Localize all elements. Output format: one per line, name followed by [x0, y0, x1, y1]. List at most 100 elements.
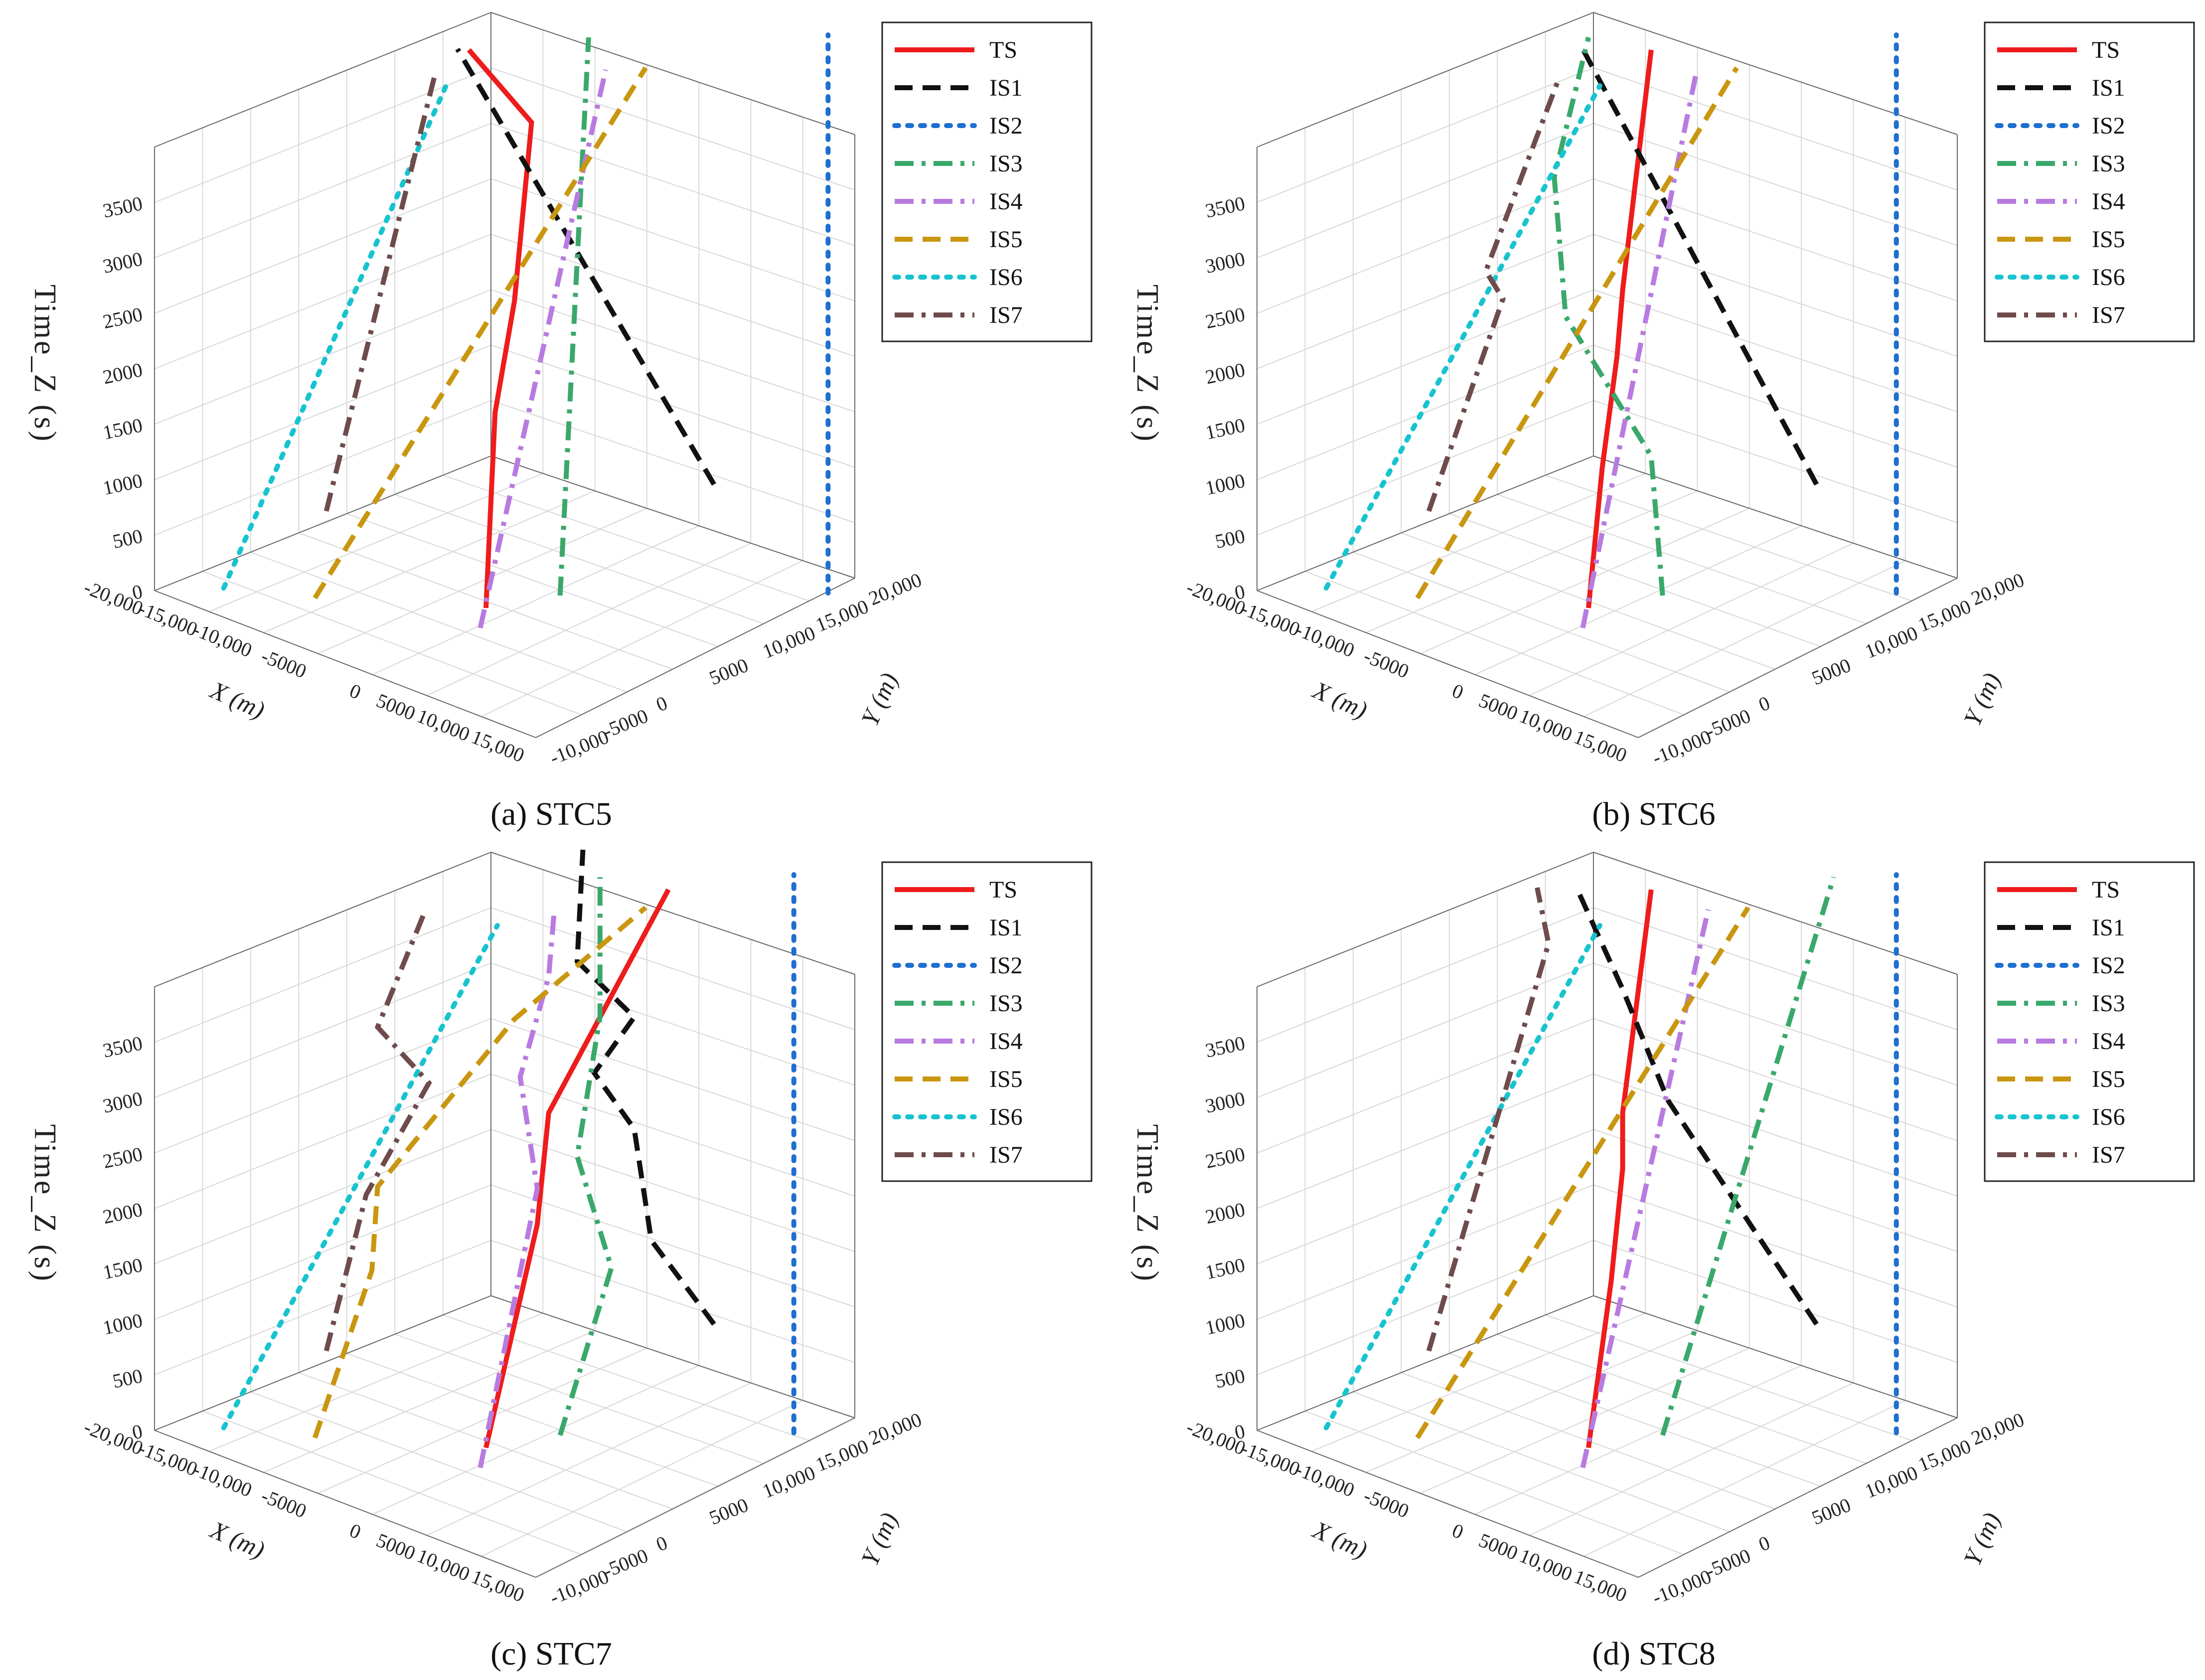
- y-tick-label: 0: [1755, 1531, 1773, 1555]
- x-axis-label: X (m): [205, 1515, 269, 1564]
- y-tick-label: -5000: [1702, 704, 1753, 743]
- z-tick-label: 3500: [1203, 192, 1247, 222]
- z-tick-label: 1500: [101, 1253, 145, 1284]
- chart-panel-a: 0500100015002000250030003500-20,000-15,0…: [28, 12, 1093, 832]
- grid-line: [1474, 1365, 1802, 1515]
- y-tick-label: 20,000: [866, 568, 925, 610]
- grid-line: [1593, 962, 1958, 1086]
- x-tick-label: -5000: [258, 1484, 310, 1523]
- z-tick-label: 2000: [1203, 358, 1247, 389]
- grid-line: [202, 1410, 582, 1555]
- x-tick-label: 10,000: [1516, 1544, 1575, 1585]
- y-tick-label: -5000: [600, 1544, 651, 1582]
- x-tick-label: 15,000: [469, 1565, 528, 1606]
- y-tick-label: 20,000: [1968, 568, 2028, 610]
- grid: [154, 12, 855, 738]
- y-axis-label: Y (m): [1958, 669, 2006, 730]
- legend: TS IS1 IS2 IS3 IS4 IS5 IS6 IS7: [881, 21, 1093, 342]
- grid-line: [1593, 234, 1958, 357]
- x-tick-label: -5000: [1361, 1484, 1412, 1523]
- panel-caption: (b) STC6: [1592, 796, 1716, 832]
- grid-line: [1257, 1184, 1594, 1320]
- grid-line: [154, 907, 491, 1043]
- axis-edge: [1257, 1295, 1594, 1431]
- grid-line: [1529, 1382, 1854, 1536]
- y-tick-label: -5000: [600, 704, 651, 743]
- axis-edge: [490, 852, 855, 975]
- x-tick-label: 0: [346, 1519, 364, 1543]
- legend: TS IS1 IS2 IS3 IS4 IS5 IS6 IS7: [1984, 21, 2195, 342]
- z-tick-label: 1000: [101, 1309, 145, 1339]
- y-tick-label: 15,000: [1915, 595, 1974, 636]
- grid-line: [1593, 907, 1958, 1031]
- series-line-is6: [1323, 83, 1602, 591]
- grid-line: [154, 1073, 491, 1209]
- z-tick-label: 2500: [1203, 1143, 1247, 1173]
- y-tick-label: 5000: [706, 654, 752, 690]
- z-tick-label: 2000: [101, 1198, 145, 1228]
- axis-edge: [1593, 456, 1958, 579]
- grid-line: [1449, 1353, 1821, 1487]
- grid-line: [154, 1018, 491, 1154]
- x-tick-label: -15,000: [1238, 597, 1303, 641]
- series-line-is1: [574, 849, 716, 1326]
- y-tick-label: 0: [653, 1531, 670, 1555]
- grid-line: [1593, 1129, 1958, 1252]
- y-axis-label: Y (m): [856, 669, 904, 730]
- axis-edge: [154, 456, 491, 591]
- grid-line: [154, 67, 491, 203]
- series-lines: [221, 849, 796, 1469]
- grid-line: [490, 67, 855, 191]
- legend-label-is2: IS2: [989, 952, 1023, 979]
- x-tick-label: -10,000: [190, 618, 255, 662]
- series-line-is6: [1323, 923, 1602, 1430]
- z-tick-label: 1500: [1203, 1253, 1247, 1284]
- grid-line: [490, 1129, 855, 1252]
- series-line-is5: [1415, 66, 1739, 600]
- grid-line: [1257, 67, 1594, 203]
- y-tick-label: 0: [1755, 691, 1773, 716]
- x-tick-label: 10,000: [1516, 704, 1575, 746]
- legend: TS IS1 IS2 IS3 IS4 IS5 IS6 IS7: [881, 861, 1093, 1182]
- grid-line: [1257, 962, 1594, 1098]
- grid-line: [154, 289, 491, 425]
- grid-line: [490, 400, 855, 523]
- legend-box: [1984, 861, 2195, 1182]
- axis-edge: [490, 1295, 855, 1418]
- x-tick-label: 15,000: [1571, 1565, 1630, 1606]
- z-axis-label: Time_Z (s): [1130, 285, 1164, 443]
- z-tick-label: 3000: [101, 247, 145, 278]
- grid-line: [1593, 1239, 1958, 1363]
- legend-label-is6: IS6: [989, 1104, 1023, 1130]
- series-line-is7: [323, 915, 432, 1352]
- x-tick-label: 0: [346, 679, 364, 704]
- grid-line: [1593, 1073, 1958, 1197]
- z-tick-label: 1000: [101, 469, 145, 499]
- series-line-is4: [477, 909, 557, 1469]
- grid-line: [481, 560, 803, 717]
- axis-edge: [154, 1295, 491, 1431]
- grid-line: [154, 178, 491, 314]
- legend-label-is7: IS7: [2092, 1142, 2125, 1168]
- series-line-is3: [557, 37, 591, 596]
- legend-label-is2: IS2: [2092, 952, 2125, 979]
- y-tick-label: 5000: [1809, 654, 1854, 690]
- grid-line: [1257, 289, 1594, 425]
- series-line-is7: [1426, 75, 1563, 512]
- panel-caption: (c) STC7: [490, 1636, 612, 1672]
- legend: TS IS1 IS2 IS3 IS4 IS5 IS6 IS7: [1984, 861, 2195, 1182]
- axis-edge: [154, 12, 491, 148]
- z-tick-label: 2500: [101, 1143, 145, 1173]
- legend-label-is4: IS4: [989, 188, 1023, 215]
- grid-line: [372, 525, 699, 675]
- grid-line: [154, 1184, 491, 1320]
- legend-label-ts: TS: [989, 877, 1017, 903]
- legend-label-is2: IS2: [989, 113, 1023, 139]
- axis-edge: [535, 578, 855, 738]
- axis-edge: [535, 1417, 855, 1578]
- axis-edge: [1638, 1417, 1958, 1578]
- z-tick-label: 500: [1213, 525, 1247, 553]
- legend-box: [881, 21, 1093, 342]
- grid-line: [1353, 551, 1730, 693]
- grid-line: [1497, 1334, 1867, 1464]
